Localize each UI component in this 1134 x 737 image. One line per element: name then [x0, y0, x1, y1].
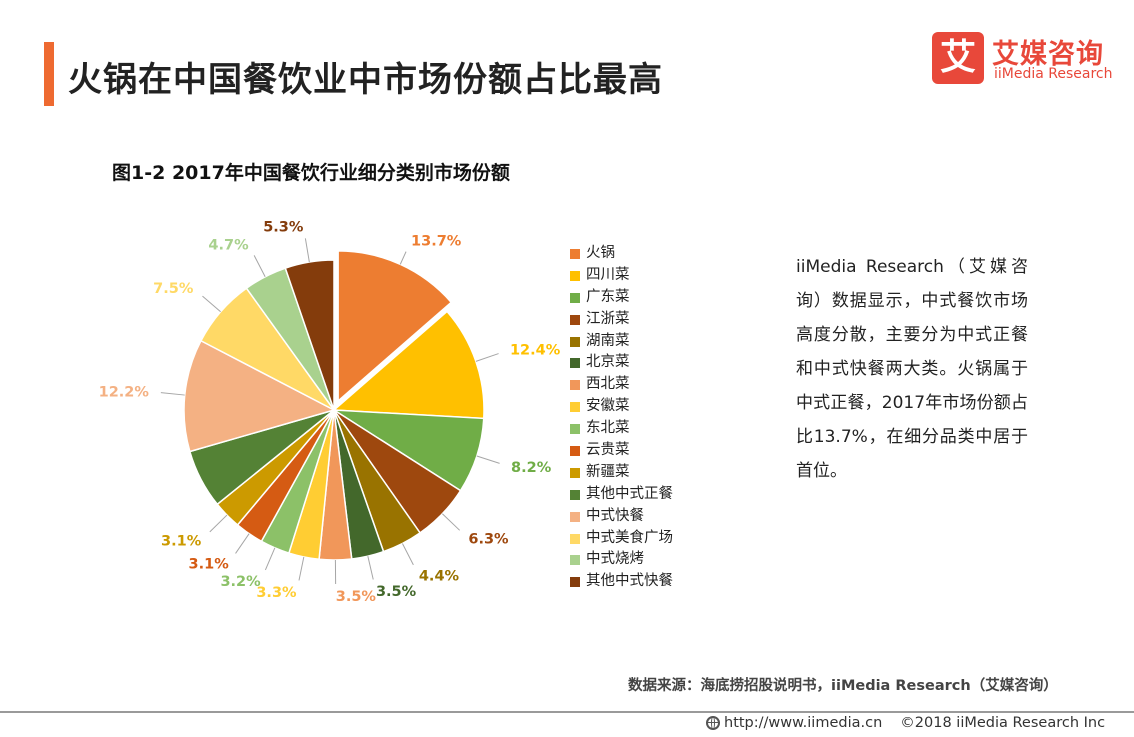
leader-line-10 — [209, 514, 228, 533]
legend-swatch — [570, 511, 580, 522]
legend-label: 中式烧烤 — [586, 551, 644, 568]
description-text: iiMedia Research（艾媒咨询）数据显示，中式餐饮市场高度分散，主要… — [796, 257, 1028, 481]
legend-swatch — [570, 489, 580, 500]
leader-line-7 — [298, 556, 305, 581]
leader-line-0 — [399, 251, 407, 265]
logo-name: 艾媒咨询 — [992, 39, 1104, 70]
leader-line-13 — [202, 295, 221, 313]
data-label-7: 3.3% — [256, 585, 297, 601]
leader-line-12 — [160, 392, 185, 396]
legend-label: 西北菜 — [586, 376, 630, 393]
data-label-4: 4.4% — [419, 569, 460, 585]
legend-swatch — [570, 446, 580, 457]
legend-swatch — [570, 336, 580, 347]
data-label-12: 12.2% — [99, 384, 150, 400]
footer-copyright: ©2018 iiMedia Research Inc — [900, 715, 1106, 731]
data-label-10: 3.1% — [161, 533, 202, 549]
legend-swatch — [570, 555, 580, 566]
legend-label: 安徽菜 — [586, 398, 630, 415]
pie-slice-0 — [337, 250, 453, 403]
leader-line-4 — [401, 543, 414, 566]
data-label-0: 13.7% — [411, 234, 462, 250]
brand-logo: 艾 艾媒咨询 iiMedia Research — [932, 32, 1113, 86]
legend-label: 其他中式正餐 — [586, 485, 673, 502]
logo-subtitle: iiMedia Research — [994, 66, 1113, 82]
legend-label: 东北菜 — [586, 420, 630, 437]
legend-label: 云贵菜 — [586, 442, 630, 459]
leader-line-9 — [235, 533, 250, 554]
legend-swatch — [570, 402, 580, 413]
leader-line-14 — [253, 255, 266, 277]
pie-slice-15 — [284, 259, 335, 411]
leader-line-5 — [367, 556, 374, 580]
leader-line-1 — [475, 353, 499, 362]
legend-swatch — [570, 424, 580, 435]
page-title: 火锅在中国餐饮业中市场份额占比最高 — [68, 60, 663, 100]
leader-line-3 — [442, 513, 461, 531]
data-label-3: 6.3% — [468, 532, 509, 548]
legend-label: 四川菜 — [586, 266, 630, 283]
data-label-6: 3.5% — [336, 589, 377, 605]
data-label-13: 7.5% — [153, 281, 194, 297]
data-label-1: 12.4% — [510, 343, 561, 359]
legend-label: 北京菜 — [586, 354, 630, 371]
leader-line-8 — [264, 547, 276, 571]
legend-label: 湖南菜 — [586, 332, 630, 349]
logo-mark: 艾 — [932, 32, 984, 84]
data-label-14: 4.7% — [208, 238, 249, 254]
leader-line-15 — [304, 238, 310, 263]
data-label-5: 3.5% — [376, 584, 417, 600]
figure-caption: 图1-2 2017年中国餐饮行业细分类别市场份额 — [112, 162, 510, 184]
data-label-8: 3.2% — [220, 574, 261, 590]
legend-swatch — [570, 292, 580, 303]
data-label-15: 5.3% — [263, 220, 304, 236]
leader-line-2 — [476, 455, 500, 464]
footer-url[interactable]: http://www.iimedia.cn — [724, 715, 883, 731]
legend-label: 中式美食广场 — [586, 529, 673, 546]
legend-label: 广东菜 — [586, 288, 630, 305]
title-accent-bar — [44, 42, 54, 106]
legend-label: 其他中式快餐 — [586, 573, 673, 590]
footer-divider — [0, 711, 1134, 713]
legend-swatch — [570, 249, 580, 259]
data-source: 数据来源：海底捞招股说明书，iiMedia Research（艾媒咨询） — [628, 678, 1058, 694]
legend-swatch — [570, 270, 580, 281]
legend-swatch — [570, 380, 580, 391]
legend-swatch — [570, 314, 580, 325]
legend-swatch — [570, 467, 580, 478]
legend-label: 火锅 — [586, 245, 615, 261]
globe-icon — [706, 716, 720, 730]
legend-label: 江浙菜 — [586, 310, 630, 327]
footer: http://www.iimedia.cn ©2018 iiMedia Resea… — [706, 715, 1105, 731]
data-label-2: 8.2% — [511, 460, 552, 476]
legend-swatch — [570, 577, 580, 588]
legend-swatch — [570, 533, 580, 544]
legend-label: 新疆菜 — [586, 463, 630, 480]
data-label-9: 3.1% — [189, 556, 230, 572]
legend-swatch — [570, 358, 580, 369]
legend-label: 中式快餐 — [586, 507, 644, 524]
